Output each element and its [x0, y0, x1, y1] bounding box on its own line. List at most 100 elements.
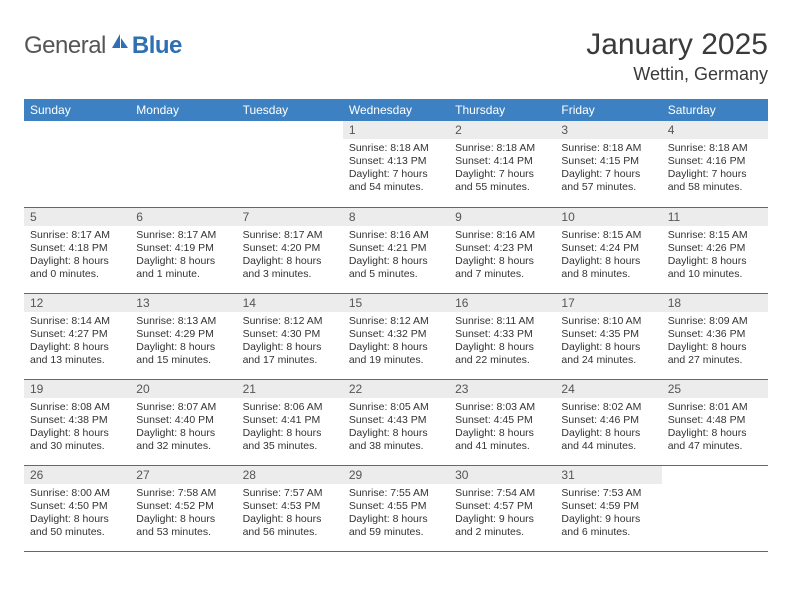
- sunset-text: Sunset: 4:43 PM: [349, 414, 443, 427]
- day-body: Sunrise: 8:03 AMSunset: 4:45 PMDaylight:…: [449, 398, 555, 458]
- daylight-text: Daylight: 8 hours and 30 minutes.: [30, 427, 124, 453]
- day-number: 14: [237, 294, 343, 312]
- daylight-text: Daylight: 7 hours and 57 minutes.: [561, 168, 655, 194]
- title-block: January 2025 Wettin, Germany: [586, 28, 768, 85]
- sunrise-text: Sunrise: 8:05 AM: [349, 401, 443, 414]
- header: General Blue January 2025 Wettin, German…: [24, 28, 768, 85]
- sunset-text: Sunset: 4:53 PM: [243, 500, 337, 513]
- calendar-week-row: 1Sunrise: 8:18 AMSunset: 4:13 PMDaylight…: [24, 121, 768, 207]
- sunrise-text: Sunrise: 8:02 AM: [561, 401, 655, 414]
- daylight-text: Daylight: 8 hours and 53 minutes.: [136, 513, 230, 539]
- sunrise-text: Sunrise: 8:13 AM: [136, 315, 230, 328]
- sunset-text: Sunset: 4:26 PM: [668, 242, 762, 255]
- daylight-text: Daylight: 8 hours and 1 minute.: [136, 255, 230, 281]
- calendar-day-cell: [130, 121, 236, 207]
- day-body: Sunrise: 8:10 AMSunset: 4:35 PMDaylight:…: [555, 312, 661, 372]
- day-body: Sunrise: 8:08 AMSunset: 4:38 PMDaylight:…: [24, 398, 130, 458]
- calendar-day-cell: 27Sunrise: 7:58 AMSunset: 4:52 PMDayligh…: [130, 465, 236, 551]
- sunset-text: Sunset: 4:18 PM: [30, 242, 124, 255]
- sunrise-text: Sunrise: 7:55 AM: [349, 487, 443, 500]
- daylight-text: Daylight: 8 hours and 50 minutes.: [30, 513, 124, 539]
- calendar-day-cell: 4Sunrise: 8:18 AMSunset: 4:16 PMDaylight…: [662, 121, 768, 207]
- day-body: Sunrise: 7:53 AMSunset: 4:59 PMDaylight:…: [555, 484, 661, 544]
- sunset-text: Sunset: 4:16 PM: [668, 155, 762, 168]
- day-body: Sunrise: 8:16 AMSunset: 4:23 PMDaylight:…: [449, 226, 555, 286]
- sunrise-text: Sunrise: 8:12 AM: [349, 315, 443, 328]
- calendar-day-cell: 5Sunrise: 8:17 AMSunset: 4:18 PMDaylight…: [24, 207, 130, 293]
- daylight-text: Daylight: 9 hours and 2 minutes.: [455, 513, 549, 539]
- day-number: 22: [343, 380, 449, 398]
- sunset-text: Sunset: 4:13 PM: [349, 155, 443, 168]
- daylight-text: Daylight: 8 hours and 3 minutes.: [243, 255, 337, 281]
- sunset-text: Sunset: 4:21 PM: [349, 242, 443, 255]
- calendar-day-cell: 1Sunrise: 8:18 AMSunset: 4:13 PMDaylight…: [343, 121, 449, 207]
- day-body: Sunrise: 8:18 AMSunset: 4:13 PMDaylight:…: [343, 139, 449, 199]
- calendar-day-cell: [662, 465, 768, 551]
- day-body: Sunrise: 8:16 AMSunset: 4:21 PMDaylight:…: [343, 226, 449, 286]
- day-number: 11: [662, 208, 768, 226]
- sunrise-text: Sunrise: 8:03 AM: [455, 401, 549, 414]
- calendar-day-cell: 26Sunrise: 8:00 AMSunset: 4:50 PMDayligh…: [24, 465, 130, 551]
- calendar-week-row: 5Sunrise: 8:17 AMSunset: 4:18 PMDaylight…: [24, 207, 768, 293]
- sunset-text: Sunset: 4:46 PM: [561, 414, 655, 427]
- daylight-text: Daylight: 8 hours and 8 minutes.: [561, 255, 655, 281]
- sunrise-text: Sunrise: 8:18 AM: [455, 142, 549, 155]
- calendar-day-cell: 29Sunrise: 7:55 AMSunset: 4:55 PMDayligh…: [343, 465, 449, 551]
- daylight-text: Daylight: 8 hours and 44 minutes.: [561, 427, 655, 453]
- daylight-text: Daylight: 8 hours and 47 minutes.: [668, 427, 762, 453]
- day-number: 26: [24, 466, 130, 484]
- sunrise-text: Sunrise: 8:01 AM: [668, 401, 762, 414]
- sunrise-text: Sunrise: 8:17 AM: [136, 229, 230, 242]
- daylight-text: Daylight: 7 hours and 55 minutes.: [455, 168, 549, 194]
- daylight-text: Daylight: 8 hours and 35 minutes.: [243, 427, 337, 453]
- day-body: Sunrise: 8:17 AMSunset: 4:20 PMDaylight:…: [237, 226, 343, 286]
- day-number: 19: [24, 380, 130, 398]
- day-body: Sunrise: 8:09 AMSunset: 4:36 PMDaylight:…: [662, 312, 768, 372]
- sunset-text: Sunset: 4:33 PM: [455, 328, 549, 341]
- sunset-text: Sunset: 4:29 PM: [136, 328, 230, 341]
- sunset-text: Sunset: 4:35 PM: [561, 328, 655, 341]
- sunset-text: Sunset: 4:23 PM: [455, 242, 549, 255]
- day-number: 27: [130, 466, 236, 484]
- sunset-text: Sunset: 4:32 PM: [349, 328, 443, 341]
- month-title: January 2025: [586, 28, 768, 62]
- sunrise-text: Sunrise: 8:18 AM: [349, 142, 443, 155]
- day-body: Sunrise: 8:18 AMSunset: 4:14 PMDaylight:…: [449, 139, 555, 199]
- day-number: 8: [343, 208, 449, 226]
- sunset-text: Sunset: 4:38 PM: [30, 414, 124, 427]
- daylight-text: Daylight: 8 hours and 22 minutes.: [455, 341, 549, 367]
- sunset-text: Sunset: 4:36 PM: [668, 328, 762, 341]
- day-number: 23: [449, 380, 555, 398]
- weekday-header: Monday: [130, 99, 236, 121]
- sunrise-text: Sunrise: 8:17 AM: [243, 229, 337, 242]
- logo: General Blue: [24, 28, 182, 60]
- sunset-text: Sunset: 4:45 PM: [455, 414, 549, 427]
- day-number: 7: [237, 208, 343, 226]
- day-body: Sunrise: 8:02 AMSunset: 4:46 PMDaylight:…: [555, 398, 661, 458]
- day-number: 24: [555, 380, 661, 398]
- calendar-day-cell: 11Sunrise: 8:15 AMSunset: 4:26 PMDayligh…: [662, 207, 768, 293]
- sunset-text: Sunset: 4:52 PM: [136, 500, 230, 513]
- sunset-text: Sunset: 4:50 PM: [30, 500, 124, 513]
- calendar-day-cell: [237, 121, 343, 207]
- daylight-text: Daylight: 8 hours and 7 minutes.: [455, 255, 549, 281]
- sunset-text: Sunset: 4:57 PM: [455, 500, 549, 513]
- sunset-text: Sunset: 4:19 PM: [136, 242, 230, 255]
- day-number: 16: [449, 294, 555, 312]
- calendar-day-cell: 14Sunrise: 8:12 AMSunset: 4:30 PMDayligh…: [237, 293, 343, 379]
- calendar-day-cell: 9Sunrise: 8:16 AMSunset: 4:23 PMDaylight…: [449, 207, 555, 293]
- sunrise-text: Sunrise: 8:15 AM: [561, 229, 655, 242]
- sunrise-text: Sunrise: 8:16 AM: [455, 229, 549, 242]
- sunrise-text: Sunrise: 8:18 AM: [561, 142, 655, 155]
- day-number: 20: [130, 380, 236, 398]
- daylight-text: Daylight: 8 hours and 17 minutes.: [243, 341, 337, 367]
- day-number: 17: [555, 294, 661, 312]
- day-body: Sunrise: 7:54 AMSunset: 4:57 PMDaylight:…: [449, 484, 555, 544]
- daylight-text: Daylight: 8 hours and 56 minutes.: [243, 513, 337, 539]
- calendar-day-cell: 20Sunrise: 8:07 AMSunset: 4:40 PMDayligh…: [130, 379, 236, 465]
- day-number: 12: [24, 294, 130, 312]
- sunset-text: Sunset: 4:14 PM: [455, 155, 549, 168]
- calendar-day-cell: 23Sunrise: 8:03 AMSunset: 4:45 PMDayligh…: [449, 379, 555, 465]
- daylight-text: Daylight: 9 hours and 6 minutes.: [561, 513, 655, 539]
- daylight-text: Daylight: 8 hours and 10 minutes.: [668, 255, 762, 281]
